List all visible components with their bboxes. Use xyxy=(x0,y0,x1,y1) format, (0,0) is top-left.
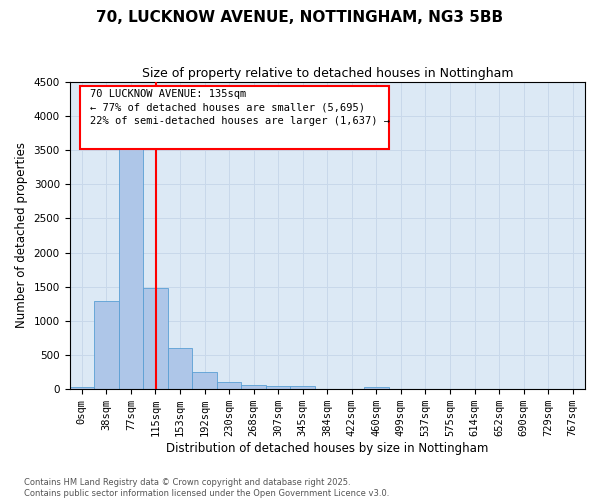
Text: Contains HM Land Registry data © Crown copyright and database right 2025.
Contai: Contains HM Land Registry data © Crown c… xyxy=(24,478,389,498)
Bar xyxy=(290,386,315,389)
Bar xyxy=(241,385,266,389)
FancyBboxPatch shape xyxy=(80,86,389,150)
Bar xyxy=(168,348,192,389)
Title: Size of property relative to detached houses in Nottingham: Size of property relative to detached ho… xyxy=(142,68,513,80)
Y-axis label: Number of detached properties: Number of detached properties xyxy=(15,142,28,328)
Bar xyxy=(266,386,290,389)
Bar xyxy=(94,301,119,389)
Bar xyxy=(217,382,241,389)
X-axis label: Distribution of detached houses by size in Nottingham: Distribution of detached houses by size … xyxy=(166,442,488,455)
Text: 70, LUCKNOW AVENUE, NOTTINGHAM, NG3 5BB: 70, LUCKNOW AVENUE, NOTTINGHAM, NG3 5BB xyxy=(97,10,503,25)
Bar xyxy=(143,288,168,389)
Bar xyxy=(192,372,217,389)
Text: 70 LUCKNOW AVENUE: 135sqm
← 77% of detached houses are smaller (5,695)
22% of se: 70 LUCKNOW AVENUE: 135sqm ← 77% of detac… xyxy=(90,90,390,126)
Bar xyxy=(364,387,389,389)
Bar xyxy=(70,387,94,389)
Bar xyxy=(119,148,143,389)
